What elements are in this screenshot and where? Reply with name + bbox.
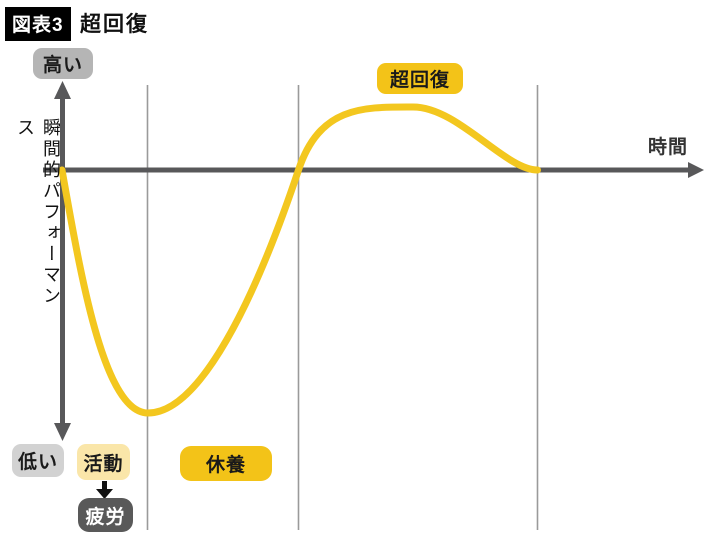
y-axis-up-arrow-icon — [54, 81, 71, 99]
activity-to-fatigue-arrow-stem — [102, 481, 107, 490]
x-axis-right-arrow-icon — [688, 162, 704, 178]
fatigue-badge: 疲労 — [78, 498, 133, 532]
figure-title: 超回復 — [80, 13, 149, 36]
x-axis-label: 時間 — [648, 137, 689, 158]
y-axis-high-badge: 高い — [33, 48, 93, 79]
y-axis-low-badge: 低い — [12, 444, 64, 477]
activity-badge: 活動 — [77, 444, 130, 480]
rest-badge: 休養 — [180, 446, 272, 481]
y-axis-down-arrow-icon — [54, 423, 71, 441]
performance-curve — [58, 103, 541, 417]
activity-to-fatigue-arrow-icon — [96, 489, 113, 499]
figure-tag: 図表3 — [5, 7, 71, 41]
y-axis-label: 瞬間的パフォーマンス — [15, 118, 61, 307]
supercompensation-badge: 超回復 — [377, 63, 463, 94]
